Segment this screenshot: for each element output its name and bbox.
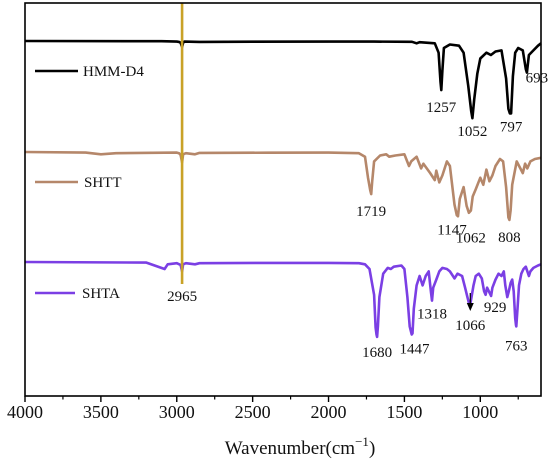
- plot-frame: [24, 2, 542, 397]
- x-tick-label-3500: 3500: [83, 402, 119, 422]
- x-tick-label-4000: 4000: [7, 402, 43, 422]
- x-tick-label-2500: 2500: [235, 402, 271, 422]
- peak-arrowhead-1066: [466, 303, 474, 311]
- peak-label-shtt-1147: 1147: [437, 222, 467, 238]
- peak-label-shtt-808: 808: [498, 230, 521, 246]
- legend-label-shtt: SHTT: [84, 175, 122, 191]
- legend-label-hmm-d4: HMM-D4: [83, 64, 144, 80]
- peak-label-shtt-1719: 1719: [356, 204, 386, 220]
- series-line-shtt: [24, 150, 542, 222]
- peak-label-shta-929: 929: [484, 300, 507, 316]
- series-line-hmm-d4: [24, 39, 542, 120]
- peak-label-shta-1318: 1318: [417, 307, 447, 323]
- reference-line-label: 2965: [167, 289, 197, 305]
- legend-label-shta: SHTA: [82, 286, 120, 302]
- peak-label-shta-1066: 1066: [455, 318, 486, 334]
- x-tick-label-1000: 1000: [462, 402, 498, 422]
- x-tick-label-3000: 3000: [159, 402, 195, 422]
- plot-area: [24, 39, 542, 339]
- peak-label-hmm-d4-1052: 1052: [457, 124, 487, 140]
- x-tick-label-2000: 2000: [311, 402, 347, 422]
- peak-label-hmm-d4-1257: 1257: [426, 100, 457, 116]
- peak-label-shtt-1062: 1062: [456, 231, 486, 247]
- peak-label-shta-1447: 1447: [399, 341, 430, 357]
- x-axis-label: Wavenumber(cm−1): [225, 434, 376, 459]
- peak-label-shta-763: 763: [505, 338, 528, 354]
- x-axis: 4000 3500 3000 2500 2000 1500 1000: [7, 396, 519, 422]
- x-tick-label-1500: 1500: [386, 402, 422, 422]
- peak-label-hmm-d4-797: 797: [500, 120, 523, 136]
- peak-label-shta-1680: 1680: [362, 345, 392, 361]
- series-line-shta: [24, 260, 542, 339]
- peak-label-hmm-d4-693: 693: [526, 71, 549, 87]
